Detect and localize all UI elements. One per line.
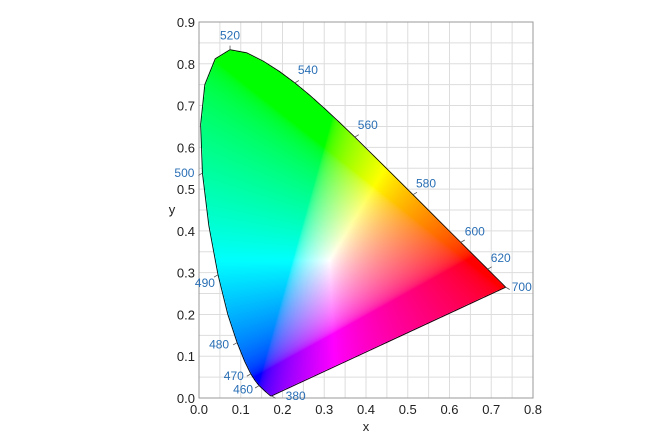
wavelength-label-500: 500 (174, 166, 194, 180)
y-tick-label: 0.7 (177, 99, 195, 114)
wavelength-label-470: 470 (224, 369, 244, 383)
wavelength-tick (271, 395, 276, 399)
x-tick-label: 0.0 (190, 402, 208, 417)
spectral-locus-outline (200, 49, 507, 397)
gamut-fill (199, 22, 533, 398)
wavelength-tick (412, 191, 418, 196)
wavelength-label-480: 480 (209, 338, 229, 352)
wavelength-tick (460, 239, 465, 243)
y-axis-label: y (169, 202, 176, 217)
x-tick-label: 0.8 (524, 402, 542, 417)
wavelength-label-600: 600 (465, 224, 485, 238)
y-tick-label: 0.6 (177, 140, 195, 155)
wavelength-tick (198, 172, 203, 176)
y-tick-label: 0.4 (177, 224, 195, 239)
y-tick-label: 0.5 (177, 182, 195, 197)
y-tick-label: 0.3 (177, 266, 195, 281)
x-tick-label: 0.1 (232, 402, 250, 417)
wavelength-label-380: 380 (286, 389, 306, 403)
wavelength-tick (254, 385, 260, 389)
wavelength-tick (213, 274, 219, 278)
x-tick-label: 0.7 (482, 402, 500, 417)
wavelength-tick (232, 342, 238, 346)
wavelength-tick (246, 373, 252, 377)
x-tick-label: 0.6 (440, 402, 458, 417)
y-tick-label: 0.1 (177, 349, 195, 364)
x-tick-label: 0.2 (273, 402, 291, 417)
wavelength-label-560: 560 (358, 118, 378, 132)
wavelength-tick (294, 80, 300, 84)
y-tick-label: 0.0 (177, 391, 195, 406)
wavelength-label-460: 460 (233, 383, 253, 397)
wavelength-label-700: 700 (512, 280, 532, 294)
y-tick-label: 0.9 (177, 15, 195, 30)
wavelength-tick (354, 134, 359, 138)
wavelength-label-620: 620 (491, 251, 511, 265)
x-tick-label: 0.3 (315, 402, 333, 417)
x-axis-label: x (363, 419, 370, 434)
y-tick-label: 0.2 (177, 307, 195, 322)
wavelength-label-540: 540 (298, 63, 318, 77)
wavelength-tick (487, 266, 492, 270)
x-tick-label: 0.4 (357, 402, 375, 417)
wavelength-label-490: 490 (195, 276, 215, 290)
wavelength-tick (505, 286, 510, 290)
x-tick-label: 0.5 (399, 402, 417, 417)
wavelength-label-520: 520 (220, 29, 240, 43)
y-tick-label: 0.8 (177, 57, 195, 72)
wavelength-label-580: 580 (416, 177, 436, 191)
